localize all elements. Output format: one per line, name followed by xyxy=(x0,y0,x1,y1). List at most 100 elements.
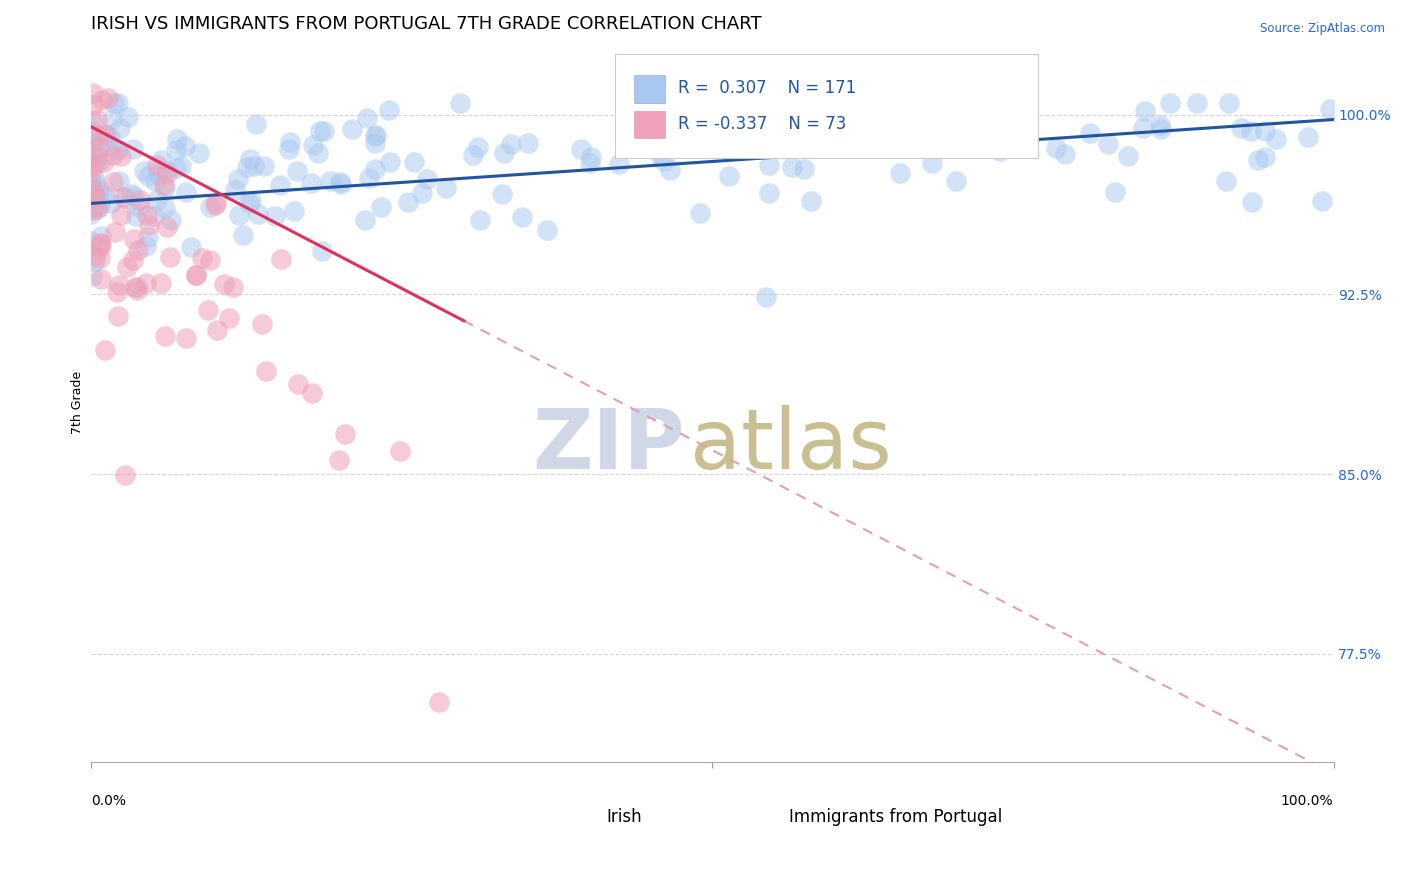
Point xyxy=(751,132,773,146)
Point xyxy=(93,188,115,202)
Point xyxy=(184,268,207,282)
Text: 0.0%: 0.0% xyxy=(91,794,127,808)
Point xyxy=(127,243,149,257)
Point xyxy=(224,183,246,197)
FancyBboxPatch shape xyxy=(634,112,665,138)
Point xyxy=(84,177,107,191)
Point xyxy=(107,144,129,158)
Point xyxy=(132,164,155,178)
Point xyxy=(1265,132,1288,146)
Point xyxy=(357,171,380,186)
Point xyxy=(235,160,257,174)
Point xyxy=(1229,121,1251,136)
Point xyxy=(280,135,302,149)
Point xyxy=(125,209,148,223)
Point xyxy=(200,200,222,214)
Point xyxy=(516,136,538,150)
Point xyxy=(1133,103,1156,118)
Point xyxy=(82,86,104,100)
Point xyxy=(302,138,325,153)
Point xyxy=(180,240,202,254)
Point xyxy=(269,178,291,193)
Point xyxy=(228,208,250,222)
Point xyxy=(1159,95,1181,110)
Point xyxy=(461,148,484,162)
Point xyxy=(758,186,780,200)
Point xyxy=(870,119,893,133)
Point xyxy=(800,194,823,208)
Point xyxy=(1254,124,1277,138)
Point xyxy=(328,453,350,467)
Point xyxy=(398,194,420,209)
Point xyxy=(150,276,173,290)
Point xyxy=(89,240,111,254)
Point xyxy=(356,112,378,126)
Point xyxy=(927,126,949,140)
Point xyxy=(89,251,111,265)
Point xyxy=(145,158,167,172)
Point xyxy=(388,443,411,458)
Point xyxy=(1319,102,1341,116)
Point xyxy=(80,177,103,191)
Point xyxy=(86,148,108,162)
Point xyxy=(83,169,105,184)
Point xyxy=(94,128,117,142)
Point xyxy=(156,167,179,181)
Point xyxy=(239,152,262,166)
Point xyxy=(107,278,129,293)
Point xyxy=(689,206,711,220)
Point xyxy=(136,229,159,244)
Text: atlas: atlas xyxy=(690,405,891,486)
Point xyxy=(1241,194,1264,209)
Point xyxy=(84,254,107,268)
Text: R =  0.307    N = 171: R = 0.307 N = 171 xyxy=(678,79,856,97)
Point xyxy=(499,137,522,152)
Point xyxy=(921,156,943,170)
Point xyxy=(607,156,630,170)
Point xyxy=(170,159,193,173)
Point xyxy=(122,141,145,155)
Point xyxy=(80,234,103,248)
Point xyxy=(212,277,235,292)
Point xyxy=(264,210,287,224)
Point xyxy=(624,141,647,155)
Point xyxy=(659,141,682,155)
Point xyxy=(285,164,308,178)
Point xyxy=(80,145,103,160)
Point xyxy=(239,194,262,208)
Point xyxy=(101,139,124,153)
Point xyxy=(1240,124,1263,138)
Point xyxy=(353,212,375,227)
Point xyxy=(205,195,228,210)
Point xyxy=(335,426,357,441)
Point xyxy=(89,200,111,214)
Point xyxy=(101,175,124,189)
Point xyxy=(115,191,138,205)
FancyBboxPatch shape xyxy=(634,75,665,103)
Point xyxy=(283,204,305,219)
Point xyxy=(581,150,603,164)
Point xyxy=(80,128,103,143)
Point xyxy=(82,269,104,284)
Point xyxy=(84,249,107,263)
Point xyxy=(80,124,103,138)
Point xyxy=(287,376,309,391)
Point xyxy=(755,290,778,304)
Point xyxy=(103,225,125,239)
Point xyxy=(467,139,489,153)
Point xyxy=(1132,121,1154,136)
Point xyxy=(793,162,815,177)
Point xyxy=(364,161,387,176)
Point xyxy=(90,236,112,251)
Point xyxy=(124,280,146,294)
Point xyxy=(245,117,267,131)
Point xyxy=(780,160,803,174)
Point xyxy=(129,193,152,207)
Point xyxy=(84,153,107,167)
Point xyxy=(98,130,121,145)
Point xyxy=(93,154,115,169)
Point xyxy=(83,157,105,171)
Point xyxy=(416,172,439,186)
Text: Source: ZipAtlas.com: Source: ZipAtlas.com xyxy=(1260,22,1385,36)
Point xyxy=(1185,95,1208,110)
